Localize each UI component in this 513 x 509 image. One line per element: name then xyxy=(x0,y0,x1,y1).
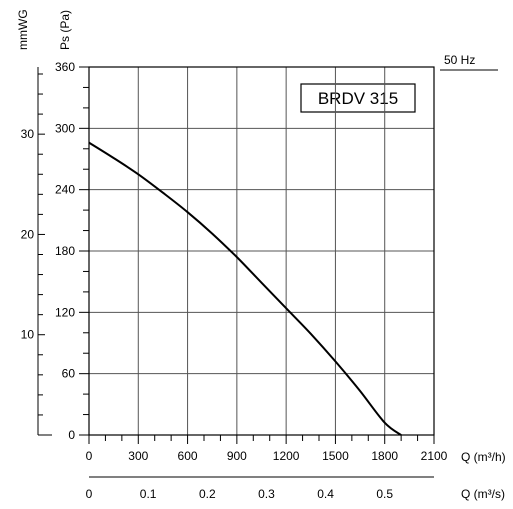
y2-axis-title: mmWG xyxy=(16,9,30,50)
x-tick-label: 1500 xyxy=(322,449,349,463)
y2-tick-label: 10 xyxy=(21,328,35,342)
frequency-label: 50 Hz xyxy=(444,53,475,67)
chart-title: BRDV 315 xyxy=(318,89,398,108)
x2-tick-label: 0 xyxy=(86,487,93,501)
y-tick-label: 0 xyxy=(68,428,75,442)
x2-tick-label: 0.2 xyxy=(199,487,216,501)
y-axis-title: Ps (Pa) xyxy=(58,10,72,50)
x2-tick-label: 0.3 xyxy=(258,487,275,501)
x-tick-label: 600 xyxy=(178,449,198,463)
y-tick-label: 240 xyxy=(55,183,75,197)
y-tick-label: 360 xyxy=(55,60,75,74)
y2-tick-label: 30 xyxy=(21,127,35,141)
performance-curve xyxy=(88,141,402,436)
x-tick-label: 300 xyxy=(128,449,148,463)
y-tick-label: 300 xyxy=(55,121,75,135)
x2-axis-title: Q (m³/s) xyxy=(461,487,505,501)
y-tick-label: 180 xyxy=(55,244,75,258)
y-tick-label: 60 xyxy=(62,367,76,381)
x-tick-label: 900 xyxy=(227,449,247,463)
y-tick-label: 120 xyxy=(55,305,75,319)
x2-tick-label: 0.1 xyxy=(140,487,157,501)
x-tick-label: 2100 xyxy=(421,449,448,463)
x2-tick-label: 0.4 xyxy=(317,487,334,501)
x2-tick-label: 0.5 xyxy=(376,487,393,501)
title-box xyxy=(300,83,416,113)
x-axis-title: Q (m³/h) xyxy=(461,450,506,464)
x-tick-label: 1200 xyxy=(273,449,300,463)
x-tick-label: 0 xyxy=(86,449,93,463)
x-tick-label: 1800 xyxy=(371,449,398,463)
y2-tick-label: 20 xyxy=(21,227,35,241)
